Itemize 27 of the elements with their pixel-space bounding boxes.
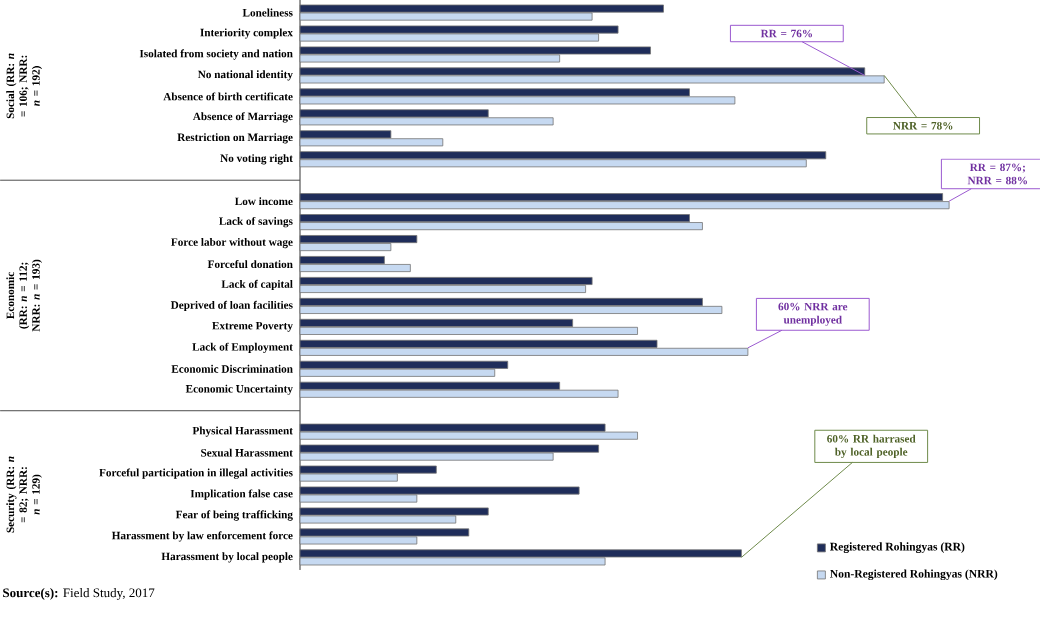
bar	[299, 222, 703, 231]
bar	[299, 431, 638, 440]
bar	[299, 25, 619, 34]
bar	[299, 96, 736, 105]
bar	[299, 507, 489, 516]
bar	[299, 75, 885, 84]
bar	[299, 138, 444, 147]
bar	[299, 276, 593, 285]
bar	[299, 528, 470, 537]
bar	[299, 486, 580, 495]
bar	[299, 326, 638, 335]
bar	[299, 4, 664, 13]
bar	[299, 360, 509, 369]
bar	[299, 284, 587, 293]
bar	[299, 117, 554, 126]
bar	[299, 389, 619, 398]
bar	[299, 549, 742, 558]
bar	[299, 193, 944, 202]
bar	[299, 46, 651, 55]
bar	[299, 235, 418, 244]
bar	[299, 347, 749, 356]
bar	[299, 444, 599, 453]
bar	[299, 151, 827, 160]
bar	[299, 465, 437, 474]
bar	[299, 201, 950, 210]
bar	[299, 264, 411, 273]
bar	[299, 305, 723, 314]
